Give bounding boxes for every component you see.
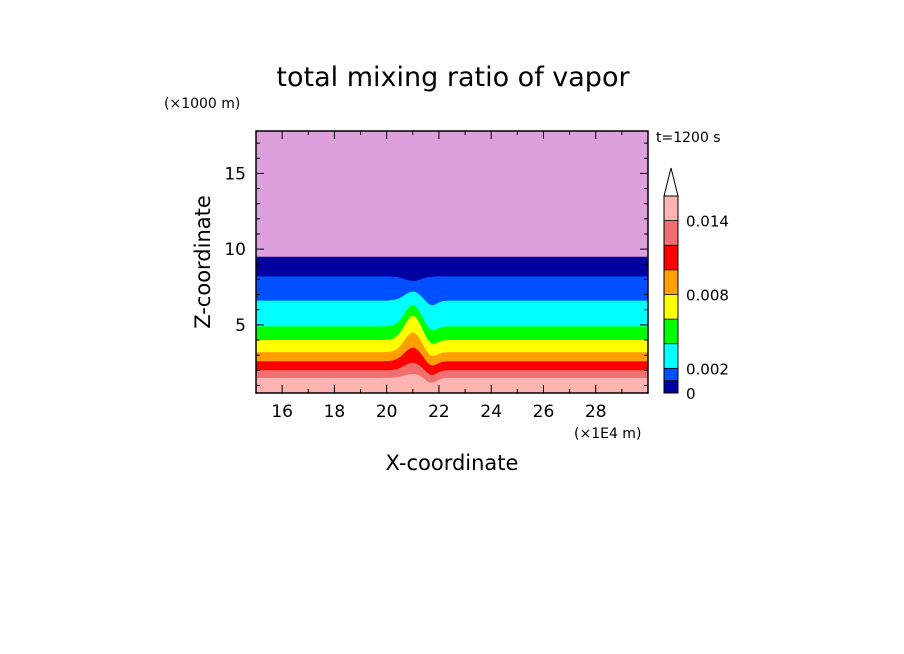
colorbar-band bbox=[664, 245, 678, 270]
x-tick-label: 16 bbox=[271, 402, 293, 422]
colorbar-band bbox=[664, 319, 678, 344]
plot-area bbox=[255, 130, 649, 394]
x-tick-label: 22 bbox=[428, 402, 450, 422]
colorbar-tick-label: 0.008 bbox=[686, 287, 729, 305]
x-axis-label: X-coordinate bbox=[386, 451, 519, 475]
x-axis: 16 18 20 22 24 26 28 bbox=[255, 131, 649, 422]
colorbar-tick-label: 0.014 bbox=[686, 213, 729, 231]
colorbar-band bbox=[664, 294, 678, 320]
y-axis: 5 10 15 bbox=[224, 142, 648, 386]
plot-frame bbox=[255, 130, 649, 394]
y-axis-label: Z-coordinate bbox=[191, 195, 215, 329]
x-tick-label: 26 bbox=[533, 402, 555, 422]
colorbar-band bbox=[664, 380, 678, 393]
colorbar: 0 0.002 0.008 0.014 bbox=[663, 167, 729, 403]
colorbar-tick-label: 0 bbox=[686, 385, 696, 403]
x-tick-label: 28 bbox=[585, 402, 607, 422]
colorbar-tick-label: 0.002 bbox=[686, 360, 729, 378]
chart-title: total mixing ratio of vapor bbox=[276, 62, 630, 93]
y-tick-label: 15 bbox=[224, 164, 246, 184]
contour-layer bbox=[256, 374, 648, 393]
colorbar-band bbox=[664, 368, 678, 381]
colorbar-extend bbox=[663, 167, 679, 197]
colorbar-band bbox=[664, 269, 678, 295]
colorbar-band bbox=[664, 196, 678, 221]
y-tick-label: 5 bbox=[235, 316, 246, 336]
y-unit-label: (×1000 m) bbox=[164, 96, 240, 112]
x-unit-label: (×1E4 m) bbox=[574, 426, 641, 442]
y-tick-label: 10 bbox=[224, 240, 246, 260]
x-tick-label: 18 bbox=[324, 402, 346, 422]
colorbar-band bbox=[664, 343, 678, 369]
x-tick-label: 20 bbox=[376, 402, 398, 422]
time-label: t=1200 s bbox=[656, 130, 721, 146]
x-tick-label: 24 bbox=[480, 402, 502, 422]
colorbar-band bbox=[664, 220, 678, 246]
